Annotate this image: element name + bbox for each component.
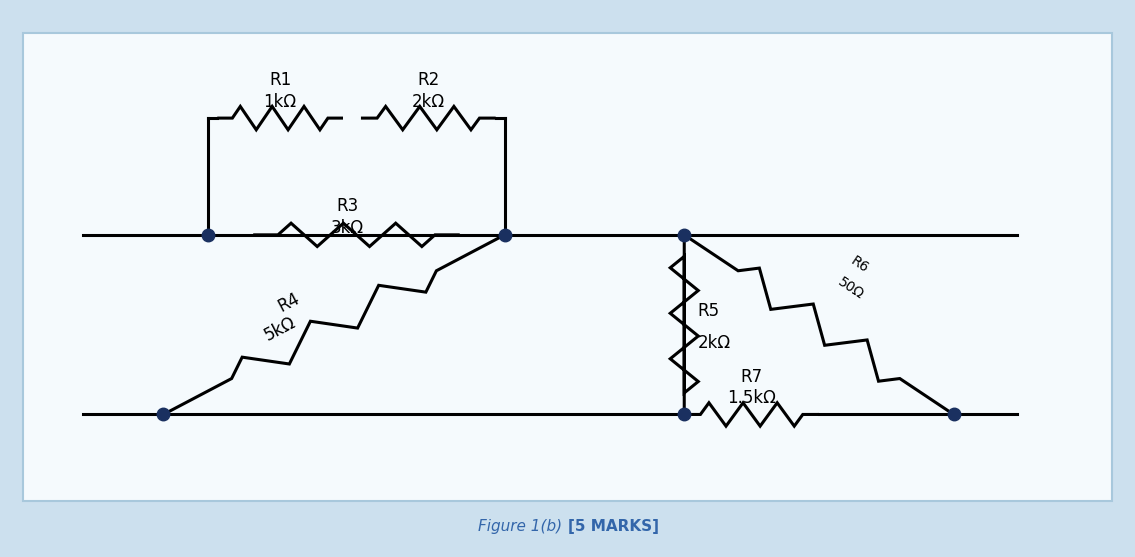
Text: R7: R7 (740, 368, 763, 385)
Text: [5 MARKS]: [5 MARKS] (568, 519, 658, 534)
Text: 1kΩ: 1kΩ (263, 93, 296, 111)
Text: 3kΩ: 3kΩ (331, 219, 364, 237)
Text: Figure 1(b): Figure 1(b) (479, 519, 568, 534)
Text: 2kΩ: 2kΩ (698, 334, 731, 351)
Text: 2kΩ: 2kΩ (412, 93, 445, 111)
Text: R5: R5 (698, 302, 720, 320)
Text: R4: R4 (275, 290, 303, 316)
Text: 5kΩ: 5kΩ (261, 313, 299, 344)
Text: R1: R1 (269, 71, 292, 89)
Text: R6: R6 (848, 253, 871, 275)
Text: 1.5kΩ: 1.5kΩ (728, 389, 776, 407)
Text: R3: R3 (336, 197, 359, 215)
Text: 50Ω: 50Ω (835, 275, 866, 302)
Text: R2: R2 (418, 71, 439, 89)
